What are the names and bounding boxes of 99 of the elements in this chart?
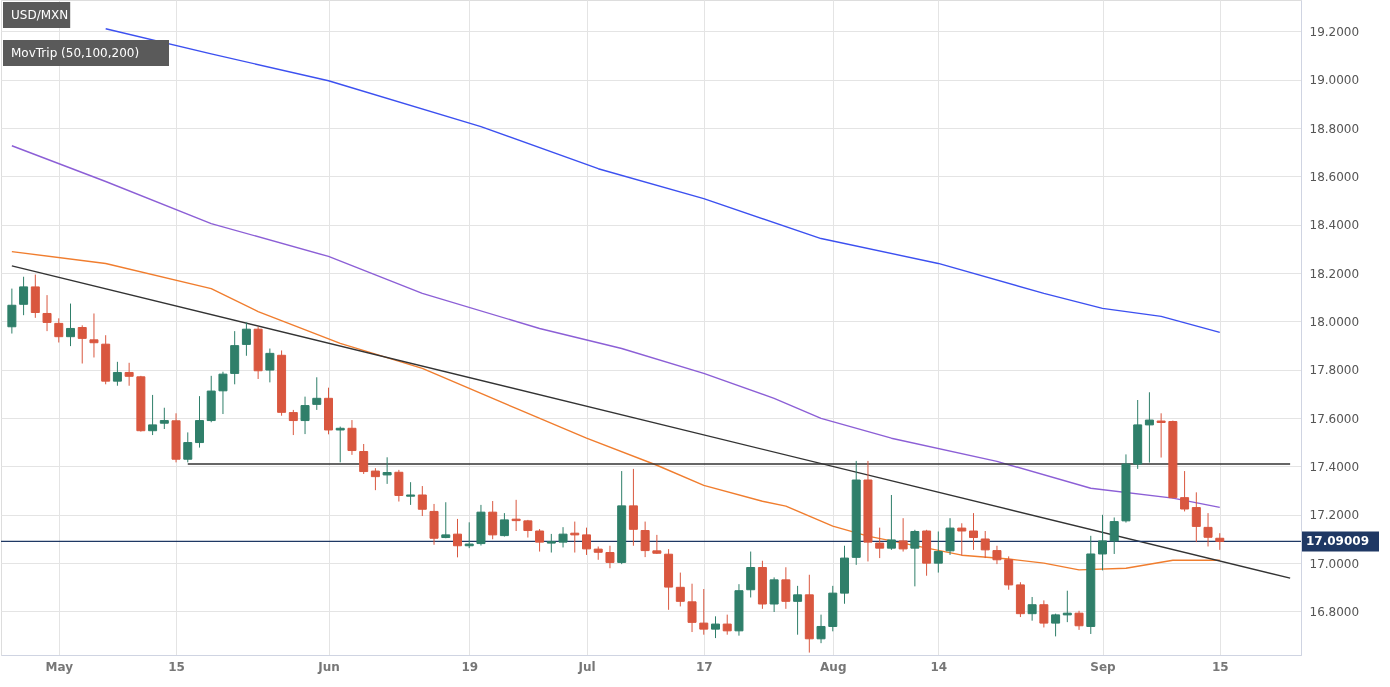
candlestick (1144, 391, 1154, 464)
candlestick (453, 518, 462, 558)
y-tick-label: 19.2000 (1309, 24, 1360, 39)
candlestick (793, 585, 803, 636)
y-tick-label: 17.2000 (1309, 508, 1360, 523)
candlestick (1180, 470, 1190, 512)
candlestick (886, 494, 896, 551)
candlestick (42, 294, 52, 332)
candlestick (628, 468, 638, 547)
y-tick-label: 16.8000 (1309, 604, 1360, 619)
candlestick (124, 362, 134, 387)
candlestick (605, 545, 615, 569)
candlestick (511, 499, 521, 532)
x-tick-label: Jun (317, 659, 340, 674)
candlestick (722, 614, 732, 636)
candlestick (1191, 491, 1201, 543)
x-tick-label: Aug (820, 659, 847, 674)
candlestick (558, 526, 568, 548)
candlestick (159, 407, 169, 430)
candlestick (1203, 512, 1213, 547)
y-tick-label: 18.8000 (1309, 121, 1360, 136)
candlestick (347, 419, 357, 456)
candlestick (1027, 596, 1037, 622)
candlestick (816, 614, 826, 644)
candlestick (77, 324, 87, 365)
x-tick-label: 15 (1211, 659, 1229, 674)
x-tick-label: Sep (1090, 659, 1117, 674)
x-tick-label: Jul (577, 659, 596, 674)
candlestick (499, 512, 509, 538)
candlestick (241, 321, 251, 357)
candlestick (980, 530, 990, 559)
candlestick (910, 529, 920, 587)
y-tick-label: 17.8000 (1309, 363, 1360, 378)
candlestick (1156, 412, 1166, 459)
y-tick-label: 17.6000 (1309, 411, 1360, 426)
x-tick-label: 19 (461, 659, 479, 674)
candlestick (1062, 590, 1072, 623)
candlestick (969, 512, 978, 551)
candlestick (687, 583, 697, 633)
candlestick (488, 500, 498, 540)
candlestick (675, 572, 685, 607)
candlestick (66, 303, 75, 347)
candlestick (1039, 599, 1049, 628)
y-tick-label: 18.4000 (1309, 218, 1360, 233)
candlestick (218, 371, 228, 415)
candlestick (945, 517, 955, 556)
candlestick (711, 615, 720, 639)
x-tick-label: 14 (930, 659, 948, 674)
candlestick (89, 312, 99, 358)
y-tick-label: 18.2000 (1309, 266, 1360, 281)
candlestick (781, 566, 791, 610)
y-tick-label: 17.0000 (1309, 556, 1360, 571)
candlestick (183, 431, 193, 463)
candlestick (148, 394, 158, 436)
ref-line-label: 17.09009 (1306, 534, 1370, 549)
candlestick (699, 588, 709, 636)
y-tick-label: 19.0000 (1309, 73, 1360, 88)
candlestick (640, 521, 650, 558)
line-series (11, 145, 1221, 509)
candlestick (535, 528, 545, 553)
y-tick-label: 18.0000 (1309, 314, 1360, 329)
candlestick (370, 467, 380, 491)
candlestick (394, 469, 404, 503)
candlestick (300, 396, 310, 435)
candlestick (359, 443, 369, 475)
candlestick (464, 521, 474, 549)
candlestick (1098, 514, 1107, 571)
text: USD/MXN (11, 8, 69, 22)
candlestick (54, 317, 64, 343)
candlestick (19, 276, 29, 316)
x-tick-label: May (45, 659, 74, 674)
candlestick (112, 361, 122, 387)
candlestick (1109, 516, 1119, 555)
x-tick-label: 15 (168, 659, 185, 674)
candlestick (933, 530, 943, 574)
candlestick (335, 426, 345, 463)
candlestick (746, 551, 756, 598)
candlestick (382, 456, 392, 485)
candlestick (875, 527, 885, 559)
candlestick (898, 517, 908, 553)
y-tick-label: 17.4000 (1309, 459, 1360, 474)
candlestick (582, 527, 591, 556)
candlestick (7, 288, 17, 335)
candlestick (417, 485, 427, 517)
candlestick (1074, 610, 1084, 631)
x-tick-label: 17 (695, 659, 713, 674)
candlestick (441, 501, 451, 539)
candlestick (195, 395, 204, 449)
candlestick (406, 481, 416, 506)
candlestick (546, 533, 556, 554)
candlestick (570, 521, 580, 554)
candlestick (265, 348, 275, 383)
y-tick-label: 18.6000 (1309, 169, 1360, 184)
candlestick (312, 376, 322, 411)
candlestick (288, 409, 298, 436)
candlestick (992, 545, 1002, 565)
candlestick (957, 522, 967, 556)
text: MovTrip (50,100,200) (11, 46, 140, 60)
candlestick (652, 534, 662, 555)
